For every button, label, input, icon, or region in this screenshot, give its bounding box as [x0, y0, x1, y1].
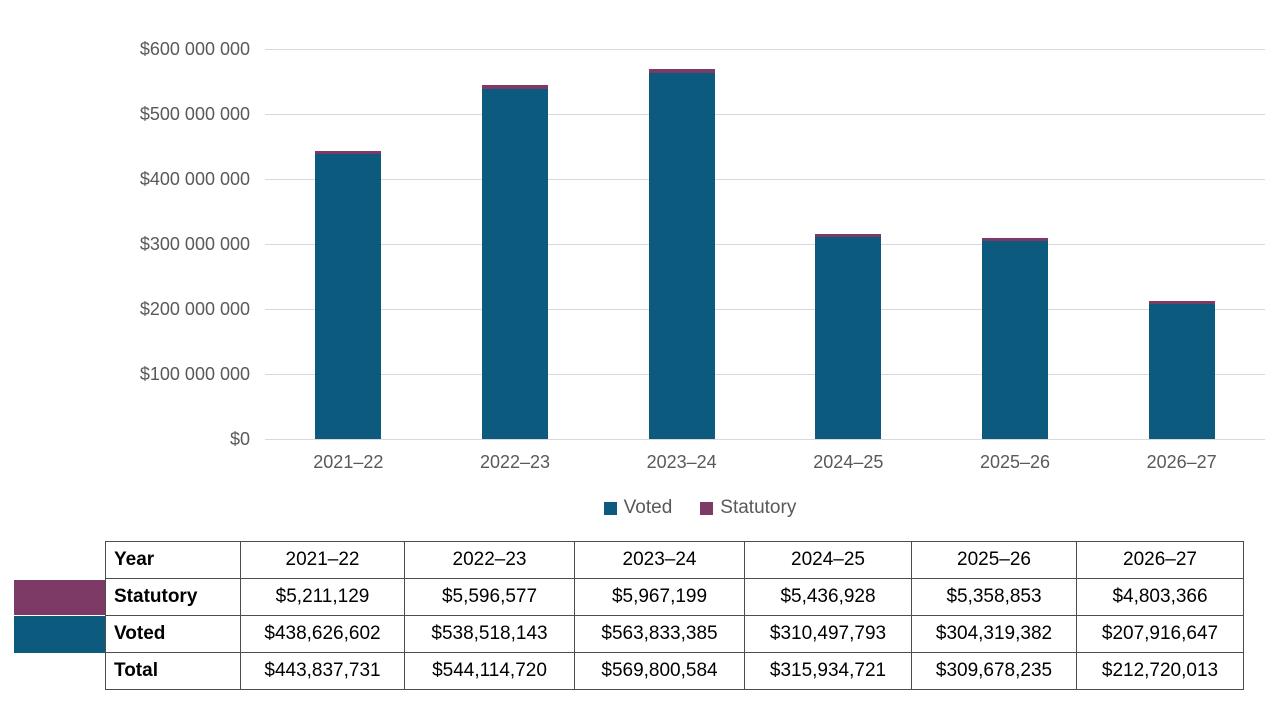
- legend-label: Statutory: [720, 497, 797, 518]
- table-cell: $310,497,793: [744, 615, 912, 653]
- bar-segment-voted: [982, 241, 1048, 439]
- table-header-row: Year 2021–22 2022–23 2023–24 2024–25 2025–26 2…: [105, 541, 1244, 579]
- row-label: Total: [105, 652, 241, 690]
- bar-stack-2021–22: [315, 150, 382, 439]
- y-tick-label: $500 000 000: [139, 104, 250, 124]
- bar-stack-2026–27: [1148, 300, 1215, 439]
- table-cell: $438,626,602: [240, 615, 405, 653]
- row-label: Statutory: [105, 578, 241, 616]
- table-cell: $5,436,928: [744, 578, 912, 616]
- table-cell: $4,803,366: [1076, 578, 1244, 616]
- table-cell: $538,518,143: [404, 615, 575, 653]
- table-header-cell: 2024–25: [744, 541, 912, 579]
- table-cell: $309,678,235: [911, 652, 1077, 690]
- legend-item-voted: Voted: [603, 497, 673, 519]
- table-cell: $5,596,577: [404, 578, 575, 616]
- table-body: Year 2021–22 2022–23 2023–24 2024–25 2025–26 2…: [105, 541, 1244, 690]
- legend-item-statutory: Statutory: [700, 497, 796, 519]
- legend-swatch-icon: [700, 501, 714, 515]
- bar-stack-2023–24: [648, 68, 715, 439]
- table-cell: $563,833,385: [574, 615, 745, 653]
- table-row-voted: Voted $438,626,602 $538,518,143 $563,833,38…: [105, 615, 1244, 653]
- y-tick-label: $600 000 000: [139, 39, 250, 59]
- bar-segment-statutory: [1148, 300, 1215, 304]
- bar-segment-voted: [315, 153, 382, 439]
- bar-segment-statutory: [482, 85, 548, 89]
- gridline: [265, 308, 1265, 310]
- table-cell: $5,211,129: [240, 578, 405, 616]
- bar-segment-voted: [482, 89, 548, 439]
- x-tick-label: 2021–22: [313, 452, 384, 472]
- legend-swatch-icon: [603, 501, 617, 515]
- bar-segment-statutory: [982, 237, 1048, 242]
- gridline: [265, 373, 1265, 375]
- table-cell: $212,720,013: [1076, 652, 1244, 690]
- appropriations-table: Year 2021–22 2022–23 2023–24 2024–25 2025–26 2…: [105, 541, 1244, 690]
- y-tick-label: $300 000 000: [139, 234, 250, 254]
- bar-segment-statutory: [648, 68, 715, 73]
- gridline: [265, 178, 1265, 180]
- gridline: [265, 243, 1265, 245]
- table-row-total: Total $443,837,731 $544,114,720 $569,800,58…: [105, 652, 1244, 690]
- table-cell: $443,837,731: [240, 652, 405, 690]
- table-header-cell: 2021–22: [240, 541, 405, 579]
- y-tick-label: $400 000 000: [139, 169, 250, 189]
- table-cell: $544,114,720: [404, 652, 575, 690]
- bar-stack-2022–23: [482, 85, 548, 439]
- y-tick-label: $0: [229, 429, 250, 449]
- gridline: [265, 48, 1265, 50]
- bar-segment-voted: [1148, 303, 1215, 439]
- y-tick-label: $100 000 000: [139, 364, 250, 384]
- x-tick-label: 2024–25: [813, 452, 884, 472]
- table-cell: $207,916,647: [1076, 615, 1244, 653]
- x-axis-line: [265, 438, 1265, 440]
- table-header-cell: 2025–26: [911, 541, 1077, 579]
- row-color-swatch-statutory: [14, 580, 106, 615]
- table-header-cell: 2026–27: [1076, 541, 1244, 579]
- table-cell: $5,967,199: [574, 578, 745, 616]
- table-cell: $569,800,584: [574, 652, 745, 690]
- table-header-cell: 2022–23: [404, 541, 575, 579]
- row-color-swatch-voted: [14, 616, 106, 653]
- bar-segment-statutory: [815, 233, 882, 238]
- legend-label: Voted: [623, 497, 673, 518]
- stacked-bar-chart: $0 $100 000 000 $200 000 000 $300 000 000 $4…: [120, 39, 1280, 521]
- table-header-cell: 2023–24: [574, 541, 745, 579]
- x-tick-label: 2025–26: [979, 452, 1051, 472]
- table-cell: $315,934,721: [744, 652, 912, 690]
- table-cell: $304,319,382: [911, 615, 1077, 653]
- x-tick-label: 2022–23: [479, 452, 551, 472]
- bar-segment-statutory: [315, 150, 382, 154]
- row-label: Voted: [105, 615, 241, 653]
- bar-stack-2025–26: [982, 237, 1048, 439]
- bar-stack-2024–25: [815, 233, 882, 439]
- bar-segment-voted: [815, 237, 882, 439]
- plot-area: [265, 48, 1265, 440]
- gridline: [265, 113, 1265, 115]
- chart-legend: Voted Statutory: [120, 495, 1280, 521]
- table-cell: $5,358,853: [911, 578, 1077, 616]
- x-tick-label: 2026–27: [1146, 452, 1217, 472]
- x-tick-label: 2023–24: [646, 452, 717, 472]
- table-row-statutory: Statutory $5,211,129 $5,596,577 $5,967,199 $…: [105, 578, 1244, 616]
- bar-segment-voted: [648, 72, 715, 439]
- y-tick-label: $200 000 000: [139, 299, 250, 319]
- table-header-year: Year: [105, 541, 241, 579]
